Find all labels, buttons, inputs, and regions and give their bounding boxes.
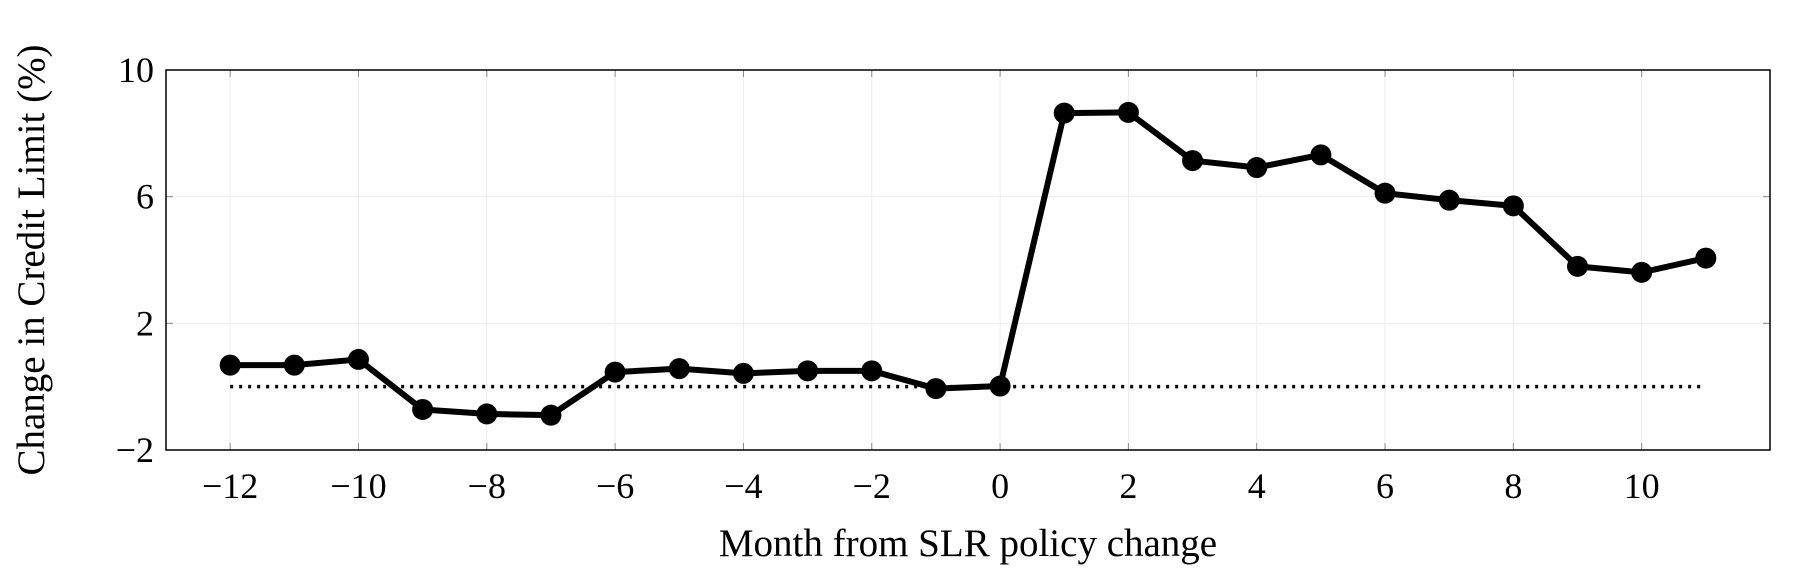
x-tick-label: −10: [330, 466, 386, 506]
ticks: −12 −10 −8 −6 −4 −2 0 2 4 6 8 10 −2 2 6 10: [116, 50, 1770, 506]
x-tick-label: 4: [1248, 466, 1266, 506]
data-point: [283, 354, 305, 376]
y-tick-label: 6: [136, 177, 154, 217]
x-tick-label: 8: [1504, 466, 1522, 506]
plot-frame: [165, 69, 1771, 451]
data-point: [1182, 150, 1204, 172]
data-point: [861, 360, 883, 382]
data-point: [1374, 182, 1396, 204]
data-point: [1438, 189, 1460, 211]
data-point: [797, 360, 819, 382]
data-point: [1053, 102, 1075, 124]
data-point: [668, 358, 690, 380]
x-tick-label: 6: [1376, 466, 1394, 506]
data-point: [219, 354, 241, 376]
grid: [166, 69, 1770, 451]
x-tick-label: 10: [1624, 466, 1660, 506]
data-point: [925, 378, 947, 400]
x-tick-label: −6: [596, 466, 634, 506]
data-point: [476, 403, 498, 425]
series-line: [230, 109, 1707, 419]
data-point: [1502, 195, 1524, 217]
x-axis-label: Month from SLR policy change: [719, 522, 1217, 565]
data-point: [1117, 101, 1139, 123]
data-point: [540, 404, 562, 426]
data-point: [604, 361, 626, 383]
data-point: [1631, 261, 1653, 283]
data-point: [347, 348, 369, 370]
data-point: [1310, 144, 1332, 166]
x-tick-label: 0: [991, 466, 1009, 506]
data-point: [1695, 247, 1717, 269]
series: [219, 101, 1717, 426]
y-axis-label: Change in Credit Limit (%): [10, 44, 53, 475]
x-tick-label: 2: [1119, 466, 1137, 506]
y-tick-label: 2: [136, 303, 154, 343]
data-point: [732, 362, 754, 384]
data-point: [1246, 157, 1268, 179]
data-point: [989, 375, 1011, 397]
data-point: [412, 398, 434, 420]
x-tick-label: −4: [724, 466, 762, 506]
x-tick-label: −8: [468, 466, 506, 506]
data-point: [1567, 255, 1589, 277]
x-tick-label: −12: [202, 466, 258, 506]
y-tick-label: 10: [118, 50, 154, 90]
x-tick-label: −2: [853, 466, 891, 506]
y-tick-label: −2: [116, 430, 154, 470]
